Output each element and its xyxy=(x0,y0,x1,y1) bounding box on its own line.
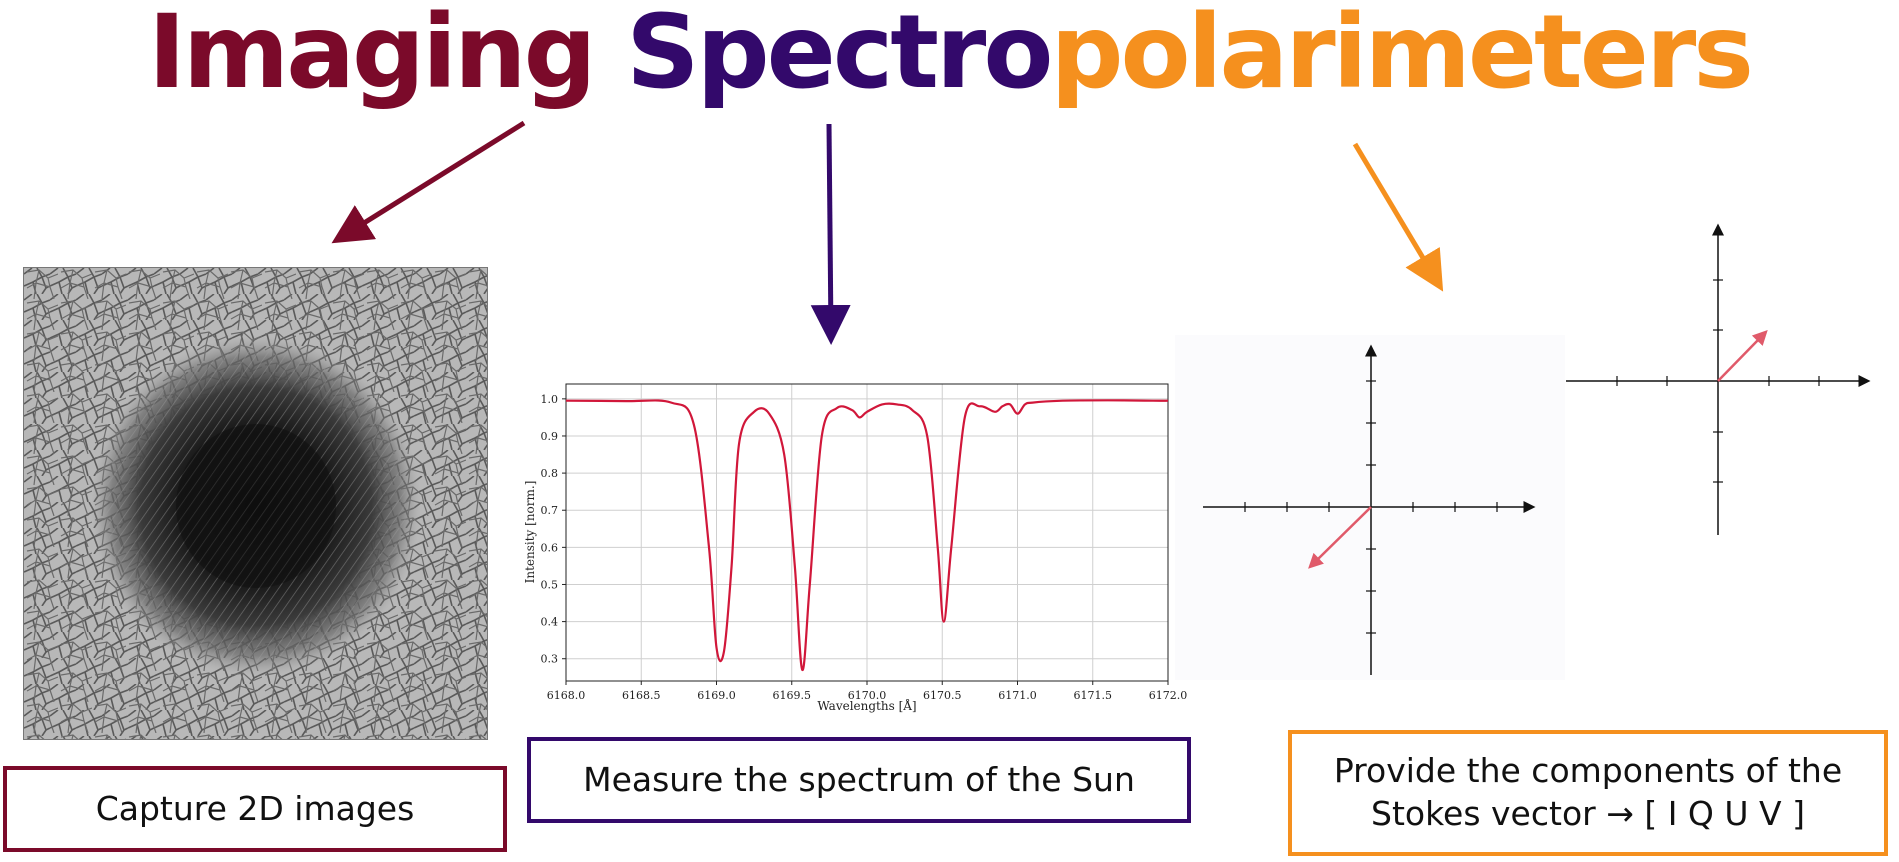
chart-ticks: 6168.0 6168.5 6169.0 6169.5 6170.0 6170.5 6171… xyxy=(541,393,1188,702)
y-tick-label: 0.9 xyxy=(541,430,559,443)
title-word-imaging: Imaging xyxy=(147,0,597,112)
plot-frame xyxy=(565,383,1169,682)
x-tick-label: 6171.5 xyxy=(1074,689,1113,702)
y-axis-label: Intensity [norm.] xyxy=(523,481,537,584)
stokes-vector-arrow xyxy=(1308,506,1372,569)
chart-grid xyxy=(565,384,1169,681)
x-tick-label: 6168.5 xyxy=(622,689,661,702)
y-tick-label: 0.7 xyxy=(541,504,559,517)
x-tick-label: 6170.0 xyxy=(848,689,887,702)
caption-capture-images: Capture 2D images xyxy=(3,766,507,852)
title-word-spectro: Spectro xyxy=(626,0,1053,112)
spectrum-svg: 6168.0 6168.5 6169.0 6169.5 6170.0 6170.5 6171… xyxy=(523,383,1188,713)
arrow-to-stokes xyxy=(1352,142,1444,292)
x-tick-label: 6170.5 xyxy=(923,689,962,702)
caption-measure-spectrum-text: Measure the spectrum of the Sun xyxy=(583,759,1135,799)
axis-ticks xyxy=(1244,380,1498,634)
title-word-polarimeters: polarimeters xyxy=(1050,0,1754,112)
y-tick-label: 0.5 xyxy=(541,578,559,591)
y-tick-label: 0.4 xyxy=(541,616,559,629)
caption-measure-spectrum: Measure the spectrum of the Sun xyxy=(527,737,1191,823)
caption-capture-images-text: Capture 2D images xyxy=(95,788,415,828)
x-tick-label: 6168.0 xyxy=(547,689,586,702)
axis-ticks xyxy=(1616,279,1820,483)
sunspot-image xyxy=(23,267,488,740)
y-tick-label: 0.6 xyxy=(541,541,559,554)
x-tick-label: 6172.0 xyxy=(1149,689,1188,702)
x-tick-label: 6169.5 xyxy=(773,689,812,702)
caption-stokes-line1: Provide the components of the xyxy=(1333,751,1843,791)
arrow-to-spectrum xyxy=(810,123,851,345)
arrow-to-images xyxy=(331,120,526,244)
stokes-axes-diagram-1 xyxy=(1175,335,1565,680)
x-axis-label: Wavelengths [Å] xyxy=(817,698,916,713)
y-tick-label: 1.0 xyxy=(541,393,559,406)
caption-stokes-line2: Stokes vector → [ I Q U V ] xyxy=(1371,794,1805,833)
caption-stokes-vector: Provide the components of the Stokes vec… xyxy=(1288,730,1888,856)
sunspot-graphic xyxy=(24,268,487,739)
y-tick-label: 0.8 xyxy=(541,467,559,480)
x-tick-label: 6171.0 xyxy=(998,689,1037,702)
y-tick-label: 0.3 xyxy=(541,653,559,666)
spectrum-line xyxy=(565,399,1169,672)
stokes-axes-diagram-2 xyxy=(1560,220,1880,550)
spectrum-chart: 6168.0 6168.5 6169.0 6169.5 6170.0 6170.5 6171… xyxy=(520,374,1194,720)
page-title: Imaging Spectropolarimeters xyxy=(0,0,1899,111)
x-tick-label: 6169.0 xyxy=(697,689,736,702)
stokes-vector-arrow xyxy=(1717,330,1768,382)
